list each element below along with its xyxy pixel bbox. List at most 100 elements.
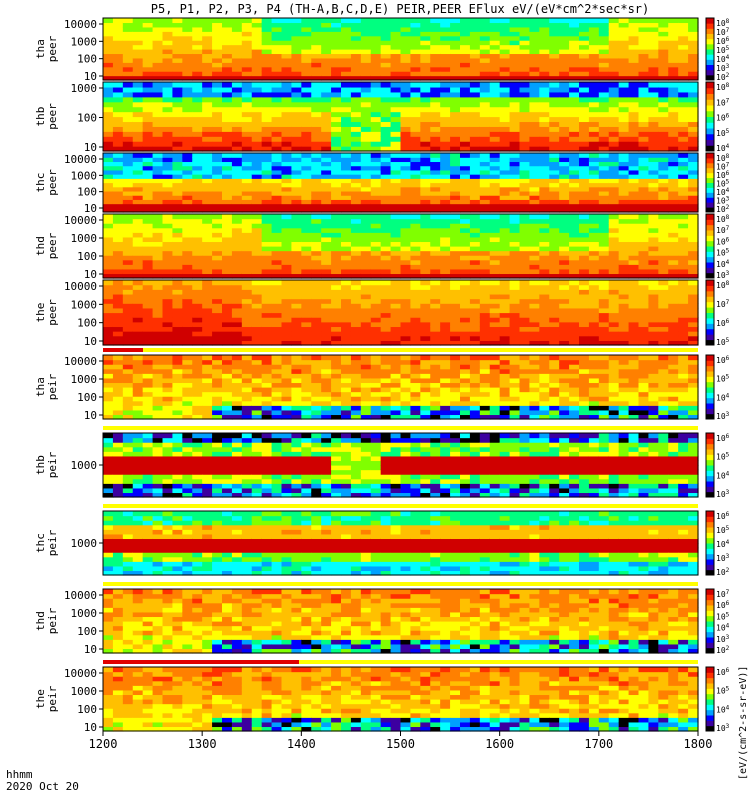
heatmap-cell [311, 273, 322, 279]
heatmap-cell [658, 106, 669, 113]
heatmap-cell [192, 391, 203, 397]
heatmap-cell [142, 153, 154, 158]
heatmap-cell [420, 303, 431, 309]
heatmap-cell [460, 268, 471, 275]
heatmap-cell [410, 307, 421, 314]
heatmap-cell [440, 178, 451, 184]
heatmap-cell [301, 111, 312, 118]
heatmap-cell [489, 331, 501, 337]
heatmap-cell [539, 284, 550, 290]
heatmap-cell [311, 227, 322, 233]
heatmap-cell [122, 250, 134, 256]
heatmap-cell [162, 359, 174, 365]
heatmap-cell [469, 174, 481, 179]
heatmap-cell [549, 106, 560, 113]
heatmap-cell [271, 101, 283, 108]
heatmap-cell [212, 396, 223, 402]
heatmap-cell [539, 405, 550, 411]
heatmap-cell [142, 382, 154, 388]
heatmap-cell [460, 44, 471, 50]
heatmap-cell [231, 40, 243, 46]
heatmap-cell [569, 335, 580, 341]
heatmap-cell [103, 86, 114, 93]
heatmap-cell [311, 111, 322, 118]
heatmap-cell [251, 246, 263, 252]
heatmap-cell [103, 359, 114, 365]
heatmap-cell [291, 126, 302, 132]
heatmap-cell [103, 289, 114, 295]
heatmap-cell [509, 116, 521, 123]
heatmap-cell [301, 355, 312, 361]
heatmap-cell [271, 273, 283, 279]
heatmap-cell [222, 126, 233, 132]
heatmap-cell [271, 106, 283, 113]
heatmap-cell [509, 368, 521, 374]
heatmap-cell [410, 214, 421, 220]
heatmap-cell [251, 259, 263, 265]
heatmap-cell [579, 273, 590, 279]
heatmap-cell [360, 116, 372, 123]
heatmap-cell [231, 317, 243, 323]
heatmap-cell [460, 121, 471, 127]
heatmap-cell [579, 264, 590, 270]
heatmap-cell [668, 340, 679, 346]
heatmap-cell [539, 340, 550, 346]
colorbar-segment [706, 328, 714, 335]
heatmap-cell [142, 250, 154, 256]
heatmap-cell [192, 53, 203, 59]
heatmap-cell [648, 22, 659, 28]
heatmap-cell [341, 82, 352, 88]
heatmap-cell [400, 141, 412, 147]
heatmap-cell [222, 161, 233, 167]
heatmap-cell [132, 326, 144, 332]
heatmap-cell [231, 214, 243, 220]
heatmap-cell [628, 169, 640, 175]
heatmap-cell [103, 264, 114, 270]
heatmap-cell [400, 391, 412, 397]
heatmap-cell [152, 26, 164, 32]
heatmap-cell [231, 284, 243, 290]
heatmap-cell [579, 66, 590, 72]
heatmap-cell [608, 335, 620, 341]
heatmap-cell [321, 335, 332, 341]
heatmap-cell [608, 161, 620, 167]
heatmap-cell [420, 223, 431, 229]
heatmap-cell [132, 62, 144, 68]
heatmap-cell [509, 57, 521, 63]
heatmap-cell [261, 40, 273, 46]
heatmap-cell [489, 391, 501, 397]
heatmap-cell [291, 35, 302, 41]
heatmap-cell [132, 268, 144, 275]
heatmap-cell [539, 75, 550, 81]
heatmap-cell [678, 31, 689, 37]
heatmap-cell [350, 409, 362, 416]
colorbar-tick-label: 105 [716, 128, 730, 138]
heatmap-cell [489, 312, 501, 318]
heatmap-cell [638, 264, 650, 270]
heatmap-cell [450, 359, 461, 365]
heatmap-cell [499, 116, 511, 123]
heatmap-cell [588, 303, 600, 309]
heatmap-cell [152, 121, 164, 127]
heatmap-cell [231, 106, 243, 113]
heatmap-cell [360, 409, 372, 416]
heatmap-cell [311, 326, 322, 332]
heatmap-cell [321, 86, 332, 93]
heatmap-cell [450, 303, 461, 309]
heatmap-cell [489, 82, 501, 88]
heatmap-cell [668, 106, 679, 113]
heatmap-cell [509, 71, 521, 77]
heatmap-cell [112, 227, 124, 233]
heatmap-cell [450, 396, 461, 402]
heatmap-cell [301, 53, 312, 59]
heatmap-cell [479, 289, 491, 295]
heatmap-cell [450, 298, 461, 304]
heatmap-cell [450, 157, 461, 163]
heatmap-cell [241, 121, 253, 127]
heatmap-cell [360, 44, 372, 50]
heatmap-cell [281, 409, 293, 416]
heatmap-cell [103, 340, 114, 346]
heatmap-cell [251, 387, 263, 393]
heatmap-cell [192, 199, 203, 205]
heatmap-cell [529, 368, 540, 374]
